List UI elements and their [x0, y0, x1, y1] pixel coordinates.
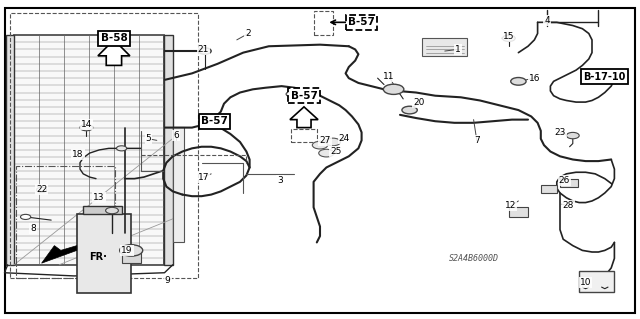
- Text: 28: 28: [563, 201, 574, 210]
- Text: 7: 7: [474, 136, 479, 145]
- Circle shape: [116, 146, 127, 151]
- Circle shape: [402, 106, 417, 114]
- Text: B-57: B-57: [201, 116, 228, 126]
- Text: 19: 19: [121, 246, 132, 255]
- Circle shape: [212, 120, 223, 125]
- Circle shape: [20, 214, 31, 219]
- Circle shape: [566, 132, 579, 139]
- Text: S2A4B6000D: S2A4B6000D: [449, 254, 499, 263]
- Circle shape: [36, 187, 47, 192]
- Text: 13: 13: [93, 193, 105, 202]
- Text: 8: 8: [31, 224, 36, 233]
- Text: 21: 21: [198, 45, 209, 54]
- Text: 20: 20: [413, 98, 425, 107]
- Text: 15: 15: [503, 32, 515, 41]
- Bar: [422, 38, 467, 56]
- Circle shape: [80, 124, 93, 131]
- Text: B-58: B-58: [100, 33, 127, 43]
- Polygon shape: [98, 40, 130, 65]
- Text: 22: 22: [36, 185, 47, 194]
- Polygon shape: [42, 246, 77, 263]
- Bar: [541, 185, 557, 193]
- Text: 18: 18: [72, 150, 84, 159]
- Text: 12: 12: [505, 201, 516, 210]
- Circle shape: [511, 78, 526, 85]
- Bar: [560, 179, 578, 187]
- Bar: [314, 11, 333, 35]
- Text: 16: 16: [529, 74, 540, 83]
- Bar: [509, 207, 528, 217]
- Text: 3: 3: [278, 176, 283, 185]
- Bar: [291, 129, 317, 142]
- Bar: [83, 206, 122, 214]
- Circle shape: [106, 207, 118, 214]
- Circle shape: [286, 92, 296, 97]
- Text: 24: 24: [339, 134, 350, 143]
- Circle shape: [312, 141, 328, 149]
- Circle shape: [502, 35, 515, 41]
- Circle shape: [383, 84, 404, 94]
- Text: 4: 4: [545, 16, 550, 25]
- Bar: [122, 250, 141, 263]
- Text: 25: 25: [330, 147, 342, 156]
- Text: FR·: FR·: [90, 252, 108, 262]
- Circle shape: [120, 245, 143, 256]
- Text: 5: 5: [146, 134, 151, 143]
- Bar: [10, 13, 198, 278]
- Text: 10: 10: [580, 278, 591, 287]
- Text: 2: 2: [246, 29, 251, 38]
- Text: B-57: B-57: [348, 17, 375, 27]
- Bar: [579, 271, 614, 292]
- Text: B-57: B-57: [291, 91, 317, 101]
- Bar: [14, 35, 164, 265]
- Circle shape: [325, 138, 340, 146]
- Bar: [173, 127, 184, 242]
- Bar: [164, 35, 173, 265]
- Bar: [77, 214, 131, 293]
- Text: 17: 17: [198, 173, 209, 182]
- Text: 1: 1: [455, 45, 460, 54]
- Text: B-17-10: B-17-10: [584, 71, 626, 82]
- Text: 14: 14: [81, 120, 92, 129]
- Bar: [6, 35, 14, 265]
- Circle shape: [319, 149, 334, 157]
- Text: 26: 26: [559, 176, 570, 185]
- Text: 9: 9: [165, 276, 170, 285]
- Text: 6: 6: [173, 131, 179, 140]
- Text: 27: 27: [319, 136, 331, 145]
- Polygon shape: [290, 107, 318, 128]
- Text: 23: 23: [554, 128, 566, 137]
- Circle shape: [198, 48, 211, 54]
- Bar: [16, 166, 115, 278]
- Text: 11: 11: [383, 72, 395, 81]
